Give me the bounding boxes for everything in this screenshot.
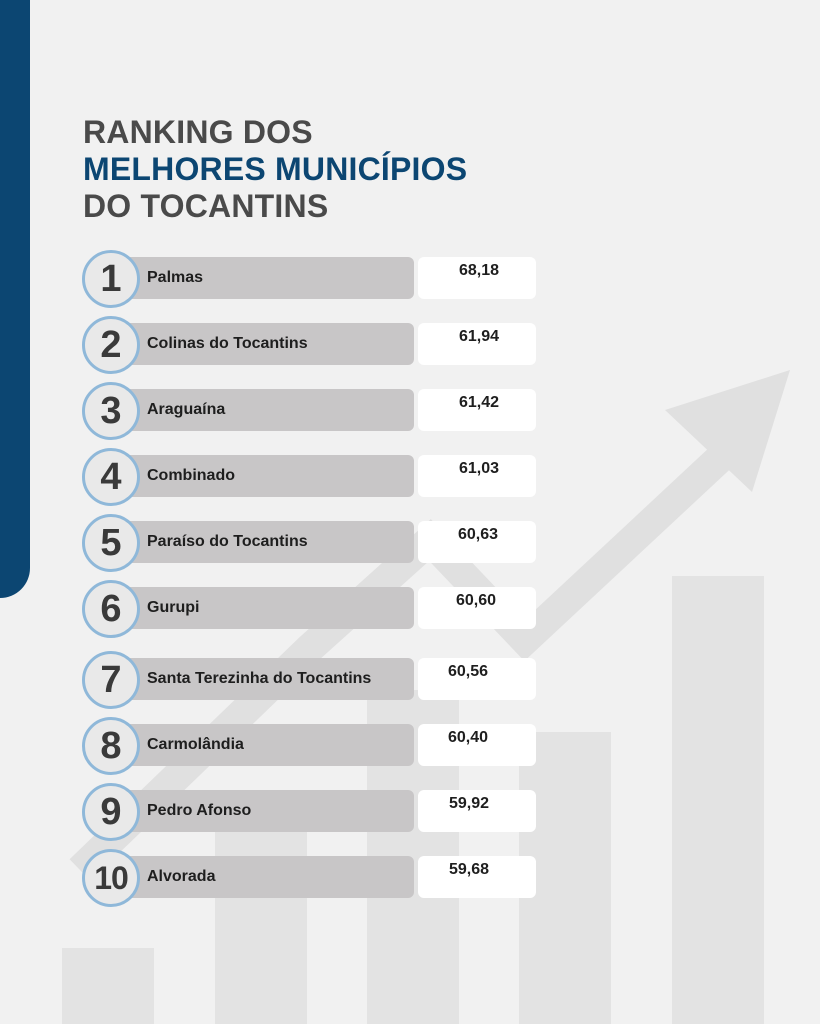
rank-badge: 4 bbox=[82, 448, 140, 506]
score-box bbox=[418, 323, 536, 365]
page-title: RANKING DOS MELHORES MUNICÍPIOS DO TOCAN… bbox=[83, 114, 467, 225]
score-value: 60,56 bbox=[448, 663, 489, 680]
municipality-name: Colinas do Tocantins bbox=[147, 335, 308, 352]
rank-badge: 10 bbox=[82, 849, 140, 907]
score-value: 60,60 bbox=[456, 592, 497, 609]
ranking-row: 1 Palmas 68,18 bbox=[82, 250, 542, 308]
rank-badge: 5 bbox=[82, 514, 140, 572]
score-box bbox=[418, 724, 536, 766]
score-box bbox=[418, 790, 536, 832]
score-value: 68,18 bbox=[459, 262, 500, 279]
rank-badge: 6 bbox=[82, 580, 140, 638]
name-pill bbox=[104, 790, 414, 832]
municipality-name: Alvorada bbox=[147, 868, 216, 885]
name-pill bbox=[104, 856, 414, 898]
name-pill bbox=[104, 587, 414, 629]
rank-badge: 7 bbox=[82, 651, 140, 709]
ranking-row: 6 Gurupi 60,60 bbox=[82, 580, 542, 638]
municipality-name: Gurupi bbox=[147, 599, 200, 616]
ranking-row: 3 Araguaína 61,42 bbox=[82, 382, 542, 440]
municipality-name: Araguaína bbox=[147, 401, 226, 418]
score-value: 61,42 bbox=[459, 394, 500, 411]
title-line-1: RANKING DOS bbox=[83, 114, 313, 150]
name-pill bbox=[104, 257, 414, 299]
score-box bbox=[418, 389, 536, 431]
title-line-3: DO TOCANTINS bbox=[83, 188, 329, 224]
municipality-name: Carmolândia bbox=[147, 736, 244, 753]
ranking-row: 9 Pedro Afonso 59,92 bbox=[82, 783, 542, 841]
rank-badge: 1 bbox=[82, 250, 140, 308]
score-box bbox=[418, 521, 536, 563]
score-box bbox=[418, 257, 536, 299]
score-box bbox=[418, 587, 536, 629]
score-box bbox=[418, 856, 536, 898]
municipality-name: Palmas bbox=[147, 269, 204, 286]
ranking-row: 5 Paraíso do Tocantins 60,63 bbox=[82, 514, 542, 572]
ranking-row: 7 Santa Terezinha do Tocantins 60,56 bbox=[82, 651, 542, 709]
name-pill bbox=[104, 389, 414, 431]
score-value: 60,63 bbox=[458, 526, 499, 543]
municipality-name: Paraíso do Tocantins bbox=[147, 533, 308, 550]
ranking-row: 8 Carmolândia 60,40 bbox=[82, 717, 542, 775]
rank-badge: 2 bbox=[82, 316, 140, 374]
score-value: 61,03 bbox=[459, 460, 500, 477]
ranking-row: 2 Colinas do Tocantins 61,94 bbox=[82, 316, 542, 374]
municipality-name: Pedro Afonso bbox=[147, 802, 252, 819]
name-pill bbox=[104, 658, 414, 700]
score-box bbox=[418, 455, 536, 497]
score-value: 61,94 bbox=[459, 328, 500, 345]
score-value: 59,92 bbox=[449, 795, 490, 812]
name-pill bbox=[104, 455, 414, 497]
ranking-row: 10 Alvorada 59,68 bbox=[82, 849, 542, 907]
title-line-2: MELHORES MUNICÍPIOS bbox=[83, 151, 468, 187]
rank-badge: 9 bbox=[82, 783, 140, 841]
name-pill bbox=[104, 724, 414, 766]
name-pill bbox=[104, 521, 414, 563]
name-pill bbox=[104, 323, 414, 365]
score-box bbox=[418, 658, 536, 700]
municipality-name: Santa Terezinha do Tocantins bbox=[147, 670, 372, 687]
score-value: 60,40 bbox=[448, 729, 489, 746]
rank-badge: 8 bbox=[82, 717, 140, 775]
score-value: 59,68 bbox=[449, 861, 490, 878]
rank-badge: 3 bbox=[82, 382, 140, 440]
ranking-row: 4 Combinado 61,03 bbox=[82, 448, 542, 506]
municipality-name: Combinado bbox=[147, 467, 235, 484]
side-accent-bar bbox=[0, 0, 30, 598]
